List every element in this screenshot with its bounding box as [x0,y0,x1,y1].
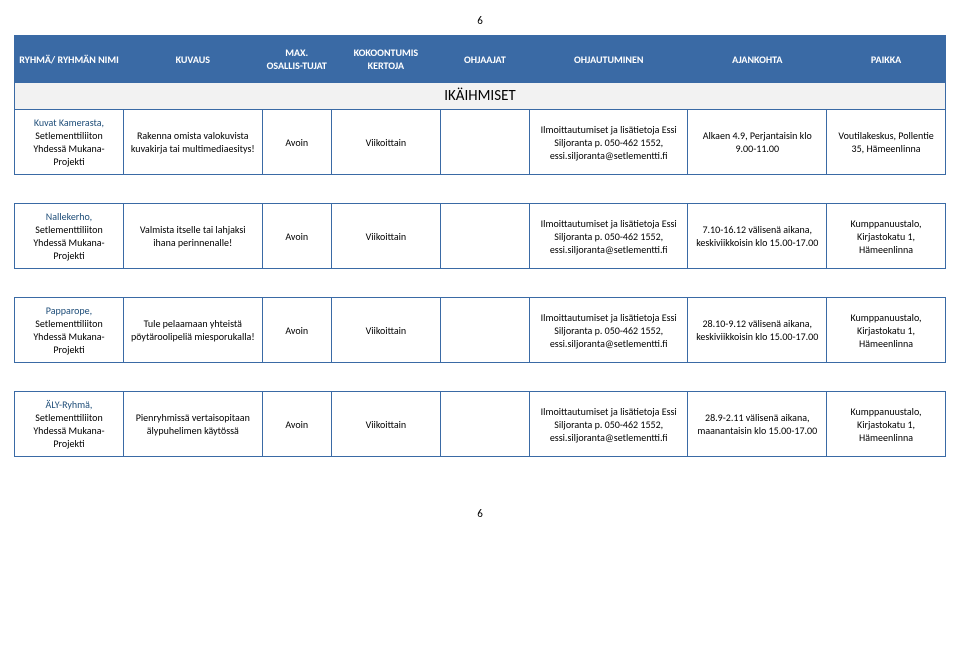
cell-place: Kumppanuustalo, Kirjastokatu 1, Hämeenli… [827,392,946,457]
cell-times: Viikoittain [331,392,440,457]
cell-leads [440,204,529,269]
cell-desc: Valmista itselle tai lahjaksi ihana peri… [123,204,262,269]
cell-when: 28.9-2.11 välisenä aikana, maanantaisin … [688,392,827,457]
page-number-bottom: 6 [14,507,946,520]
cell-signup: Ilmoittautumiset ja lisätietoja Essi Sil… [529,392,687,457]
groups-table-4: ÄLY-Ryhmä, Setlementtiliiton Yhdessä Muk… [14,391,946,457]
cell-times: Viikoittain [331,204,440,269]
col-times: KOKOONTUMIS KERTOJA [331,36,440,83]
col-place: PAIKKA [827,36,946,83]
cell-times: Viikoittain [331,298,440,363]
table-row: Nallekerho, Setlementtiliiton Yhdessä Mu… [15,204,946,269]
table-header: RYHMÄ/ RYHMÄN NIMI KUVAUS MAX. OSALLIS-T… [15,36,946,83]
groups-table: RYHMÄ/ RYHMÄN NIMI KUVAUS MAX. OSALLIS-T… [14,35,946,175]
cell-when: 7.10-16.12 välisenä aikana, keskiviikkoi… [688,204,827,269]
group-title: Kuvat Kamerasta, [34,116,104,129]
col-name: RYHMÄ/ RYHMÄN NIMI [15,36,124,83]
group-subtitle: Setlementtiliiton Yhdessä Mukana- Projek… [33,411,104,450]
cell-desc: Rakenna omista valokuvista kuvakirja tai… [123,110,262,175]
col-when: AJANKOHTA [688,36,827,83]
table-row: ÄLY-Ryhmä, Setlementtiliiton Yhdessä Muk… [15,392,946,457]
cell-leads [440,392,529,457]
cell-desc: Pienryhmissä vertaisopitaan älypuhelimen… [123,392,262,457]
table-row: Papparope, Setlementtiliiton Yhdessä Muk… [15,298,946,363]
cell-max: Avoin [262,298,331,363]
group-subtitle: Setlementtiliiton Yhdessä Mukana- Projek… [33,129,104,168]
group-title: Papparope, [46,304,92,317]
cell-signup: Ilmoittautumiset ja lisätietoja Essi Sil… [529,204,687,269]
cell-name: ÄLY-Ryhmä, Setlementtiliiton Yhdessä Muk… [15,392,124,457]
page-number-top: 6 [14,14,946,27]
cell-max: Avoin [262,392,331,457]
section-title: IKÄIHMISET [15,83,946,110]
groups-table-2: Nallekerho, Setlementtiliiton Yhdessä Mu… [14,203,946,269]
cell-when: 28.10-9.12 välisenä aikana, keskiviikkoi… [688,298,827,363]
cell-place: Voutilakeskus, Pollentie 35, Hämeenlinna [827,110,946,175]
cell-max: Avoin [262,204,331,269]
col-max: MAX. OSALLIS-TUJAT [262,36,331,83]
group-subtitle: Setlementtiliiton Yhdessä Mukana- Projek… [33,317,104,356]
group-title: ÄLY-Ryhmä, [46,398,93,411]
cell-when: Alkaen 4.9, Perjantaisin klo 9.00-11.00 [688,110,827,175]
cell-signup: Ilmoittautumiset ja lisätietoja Essi Sil… [529,298,687,363]
cell-leads [440,298,529,363]
col-desc: KUVAUS [123,36,262,83]
groups-table-3: Papparope, Setlementtiliiton Yhdessä Muk… [14,297,946,363]
cell-max: Avoin [262,110,331,175]
cell-name: Nallekerho, Setlementtiliiton Yhdessä Mu… [15,204,124,269]
cell-name: Kuvat Kamerasta, Setlementtiliiton Yhdes… [15,110,124,175]
col-signup: OHJAUTUMINEN [529,36,687,83]
cell-place: Kumppanuustalo, Kirjastokatu 1, Hämeenli… [827,298,946,363]
cell-place: Kumppanuustalo, Kirjastokatu 1, Hämeenli… [827,204,946,269]
cell-leads [440,110,529,175]
cell-signup: Ilmoittautumiset ja lisätietoja Essi Sil… [529,110,687,175]
cell-desc: Tule pelaamaan yhteistä pöytäroolipeliä … [123,298,262,363]
cell-name: Papparope, Setlementtiliiton Yhdessä Muk… [15,298,124,363]
cell-times: Viikoittain [331,110,440,175]
col-leads: OHJAAJAT [440,36,529,83]
group-subtitle: Setlementtiliiton Yhdessä Mukana- Projek… [33,223,104,262]
table-row: Kuvat Kamerasta, Setlementtiliiton Yhdes… [15,110,946,175]
group-title: Nallekerho, [46,210,92,223]
section-row: IKÄIHMISET [15,83,946,110]
